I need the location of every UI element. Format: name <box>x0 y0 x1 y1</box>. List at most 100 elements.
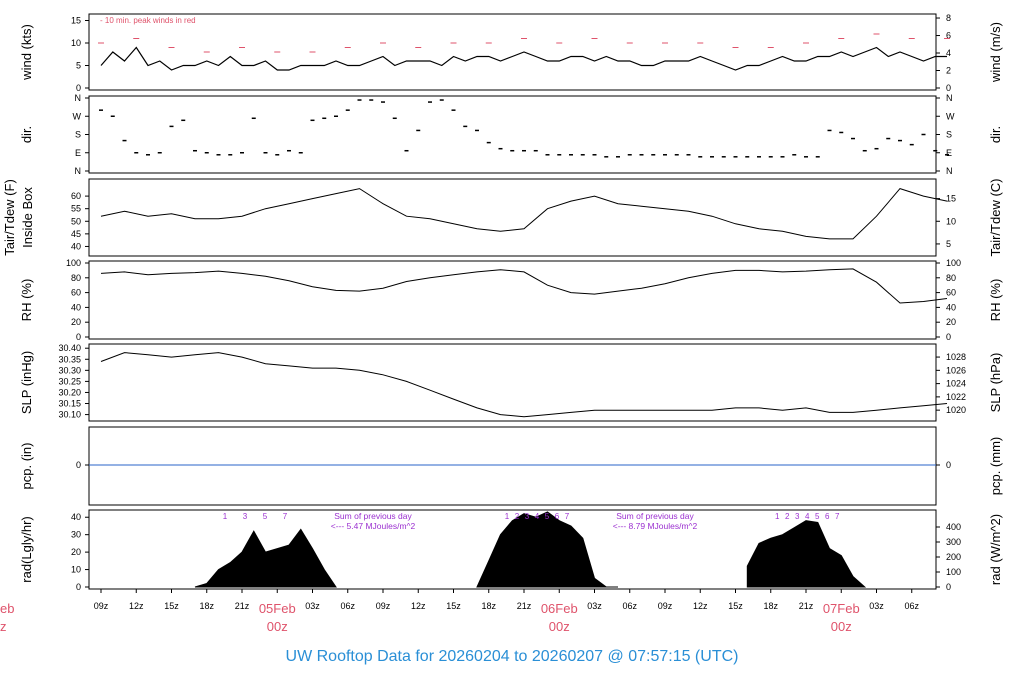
rad-ytick-right-0-label: 0 <box>946 582 951 592</box>
rh-ylabel-left: RH (%) <box>19 279 34 322</box>
pcp-ylabel-left: pcp. (in) <box>19 443 34 490</box>
wind-ytick-10-label: 10 <box>71 38 81 48</box>
slp-ytick-right-1020-label: 1020 <box>946 405 966 415</box>
x-tick-label-17: 18z <box>763 601 778 611</box>
x-tick-label-10: 18z <box>481 601 496 611</box>
rad-area-day-3 <box>746 520 867 588</box>
temp-line <box>100 188 948 240</box>
rad-hour-mark-3-6: 6 <box>825 512 830 521</box>
title-text: UW Rooftop Data for 20260204 to 20260207… <box>285 648 739 665</box>
rad-hour-mark-1-1: 1 <box>223 512 228 521</box>
dir-ytick-right-0-label: N <box>946 166 953 176</box>
temp-panel <box>88 178 937 257</box>
dir-ylabel-right: dir. <box>988 126 1003 143</box>
dir-ytick-1-label: E <box>75 148 81 158</box>
wind-speed-line <box>100 46 947 71</box>
wind-ytick-5-label: 5 <box>76 61 81 71</box>
rh-ytick-40-label: 40 <box>71 302 81 312</box>
pcp-ytick-label: 0 <box>76 460 81 470</box>
wind-ylabel-left: wind (kts) <box>19 24 34 81</box>
rad-hour-mark-3-2: 2 <box>785 512 790 521</box>
rad-note-2-line1: Sum of previous day <box>616 511 694 521</box>
rad-hour-mark-3-3: 3 <box>795 512 800 521</box>
slp-ytick-30.4-label: 30.40 <box>58 343 81 353</box>
x-tick-label-19: 03z <box>869 601 884 611</box>
slp-ytick-right-1028-label: 1028 <box>946 352 966 362</box>
temp-ytick-right-15-label: 15 <box>946 194 956 204</box>
slp-ytick-30.1-label: 30.10 <box>58 410 81 420</box>
rad-note-1-line2: <--- 5.47 MJoules/m^2 <box>331 521 416 531</box>
x-date-label-2: 07Feb <box>823 601 860 616</box>
pcp-ytick-right-label: 0 <box>946 460 951 470</box>
rad-area-day-2 <box>476 511 618 588</box>
x-tick-label-4: 21z <box>235 601 250 611</box>
rh-ytick-60-label: 60 <box>71 288 81 298</box>
dir-ytick-2-label: S <box>75 130 81 140</box>
x-tick-label-9: 15z <box>446 601 461 611</box>
rad-hour-mark-2-4: 4 <box>535 512 540 521</box>
temp-ylabel-left-2: Inside Box <box>20 187 35 248</box>
x-date-label-1: 06Feb <box>541 601 578 616</box>
rh-ytick-right-20-label: 20 <box>946 317 956 327</box>
x-tick-label-0: 09z <box>94 601 109 611</box>
wind-ytick-right-8-label: 8 <box>946 13 951 23</box>
rad-ytick-right-200-label: 200 <box>946 552 961 562</box>
rh-ytick-right-40-label: 40 <box>946 302 956 312</box>
x-tick-label-16: 15z <box>728 601 743 611</box>
rad-ytick-right-300-label: 300 <box>946 537 961 547</box>
rh-ytick-right-80-label: 80 <box>946 273 956 283</box>
chart-title: UW Rooftop Data for 20260204 to 20260207… <box>0 648 1024 666</box>
x-tick-label-6: 06z <box>340 601 355 611</box>
x-tick-label-11: 21z <box>517 601 532 611</box>
rad-ylabel-right: rad (W/m^2) <box>988 514 1003 585</box>
temp-ytick-right-10-label: 10 <box>946 216 956 226</box>
slp-ytick-30.3-label: 30.30 <box>58 365 81 375</box>
x-date-hour-2: 00z <box>831 619 852 634</box>
slp-ytick-right-1026-label: 1026 <box>946 365 966 375</box>
rad-area-day-1 <box>194 528 337 588</box>
rad-hour-mark-1-7: 7 <box>283 512 288 521</box>
dir-ytick-0-label: N <box>75 166 82 176</box>
x-tick-label-14: 09z <box>658 601 673 611</box>
x-tick-label-20: 06z <box>904 601 919 611</box>
dir-ytick-4-label: N <box>75 93 82 103</box>
temp-ylabel-right: Tair/Tdew (C) <box>988 178 1003 256</box>
x-date-hour-0: 00z <box>267 619 288 634</box>
slp-ytick-right-1022-label: 1022 <box>946 392 966 402</box>
slp-ytick-30.15-label: 30.15 <box>58 399 81 409</box>
rad-hour-mark-2-2: 2 <box>515 512 520 521</box>
rad-note-1-line1: Sum of previous day <box>334 511 412 521</box>
dir-ytick-right-2-label: S <box>946 130 952 140</box>
temp-ytick-45-label: 45 <box>71 229 81 239</box>
slp-panel <box>88 343 937 422</box>
slp-ytick-30.25-label: 30.25 <box>58 376 81 386</box>
x-tick-label-2: 15z <box>164 601 179 611</box>
slp-ylabel-right: SLP (hPa) <box>988 353 1003 413</box>
x-edge-date: eb <box>0 601 14 616</box>
x-tick-label-3: 18z <box>199 601 214 611</box>
rh-line <box>100 268 948 304</box>
x-tick-label-5: 03z <box>305 601 320 611</box>
wind-annotation: - 10 min. peak winds in red <box>100 16 196 25</box>
rh-ytick-20-label: 20 <box>71 317 81 327</box>
rad-ytick-20-label: 20 <box>71 547 81 557</box>
wind-ytick-right-4-label: 4 <box>946 48 951 58</box>
rad-hour-mark-3-5: 5 <box>815 512 820 521</box>
temp-ytick-40-label: 40 <box>71 241 81 251</box>
rad-hour-mark-2-7: 7 <box>565 512 570 521</box>
dir-ytick-3-label: W <box>73 111 82 121</box>
x-date-hour-1: 00z <box>549 619 570 634</box>
rh-ytick-right-100-label: 100 <box>946 258 961 268</box>
rh-ytick-80-label: 80 <box>71 273 81 283</box>
x-date-label-0: 05Feb <box>259 601 296 616</box>
dir-ytick-right-1-label: E <box>946 148 952 158</box>
rh-ytick-right-0-label: 0 <box>946 332 951 342</box>
slp-ytick-30.2-label: 30.20 <box>58 387 81 397</box>
rad-hour-mark-3-4: 4 <box>805 512 810 521</box>
rad-hour-mark-3-7: 7 <box>835 512 840 521</box>
wind-ytick-right-6-label: 6 <box>946 31 951 41</box>
rad-hour-mark-3-1: 1 <box>775 512 780 521</box>
wind-panel <box>88 13 937 91</box>
x-tick-label-13: 06z <box>622 601 637 611</box>
